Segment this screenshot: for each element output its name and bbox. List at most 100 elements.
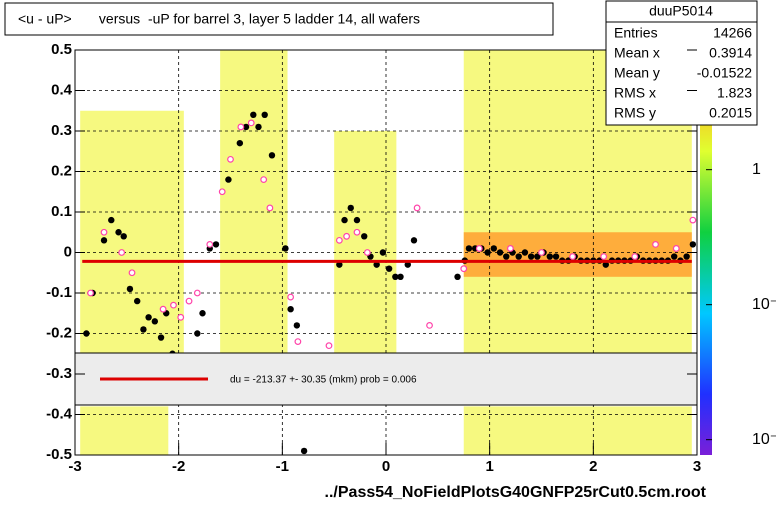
- y-tick-label: -0.3: [46, 365, 72, 382]
- legend-text: du = -213.37 +- 30.35 (mkm) prob = 0.006: [230, 375, 417, 386]
- data-point: [538, 249, 545, 256]
- data-point: [373, 261, 380, 268]
- y-tick-label: 0: [64, 243, 72, 260]
- data-point: [404, 261, 411, 268]
- data-point: [287, 306, 294, 313]
- data-point: [193, 289, 201, 297]
- data-point: [212, 241, 220, 248]
- data-point: [282, 245, 289, 252]
- data-point: [83, 330, 90, 337]
- data-point: [294, 338, 302, 346]
- data-point: [260, 176, 268, 184]
- data-point: [227, 155, 234, 163]
- data-point: [546, 253, 553, 260]
- data-point: [353, 228, 361, 236]
- data-point: [392, 273, 399, 280]
- y-tick-label: -0.4: [46, 405, 73, 422]
- data-point: [363, 249, 371, 256]
- data-point: [140, 326, 147, 333]
- data-point: [250, 111, 257, 119]
- data-point: [341, 216, 348, 224]
- data-point: [460, 265, 468, 273]
- y-tick-label: -0.1: [46, 284, 72, 301]
- data-point: [194, 330, 201, 337]
- data-point: [159, 305, 167, 313]
- y-tick-label: 0.2: [51, 162, 72, 179]
- data-point: [454, 273, 461, 280]
- data-point: [218, 188, 226, 196]
- data-point: [475, 245, 483, 252]
- data-point: [672, 245, 680, 252]
- y-tick-label: 0.5: [51, 41, 72, 58]
- data-point: [199, 310, 206, 317]
- z-tick-label: 1: [752, 161, 761, 178]
- data-point: [670, 253, 678, 260]
- stats-value: 0.2015: [709, 105, 752, 121]
- data-point: [527, 253, 535, 260]
- data-point: [534, 253, 541, 260]
- data-point: [465, 245, 473, 252]
- stats-label: Mean y: [614, 65, 660, 81]
- stats-value: 14266: [713, 25, 752, 41]
- data-point: [157, 334, 165, 341]
- y-tick-label: 0.4: [51, 81, 73, 98]
- x-tick-label: -2: [172, 458, 185, 475]
- chart-title: <u - uP> versus -uP for barrel 3, layer …: [18, 11, 420, 27]
- data-point: [507, 245, 514, 252]
- stats-title: duuP5014: [649, 3, 713, 19]
- data-point: [261, 111, 268, 119]
- data-point: [683, 253, 690, 260]
- data-point: [237, 123, 245, 131]
- x-tick-label: 2: [589, 458, 597, 475]
- data-point: [128, 269, 136, 277]
- data-point: [521, 249, 529, 256]
- data-point: [353, 216, 361, 224]
- data-point: [379, 249, 387, 256]
- heatmap-region: [220, 50, 288, 374]
- data-point: [266, 204, 274, 212]
- stats-value: -0.01522: [697, 65, 752, 81]
- data-point: [426, 322, 433, 329]
- data-point: [225, 176, 232, 183]
- data-point: [569, 253, 576, 260]
- data-point: [503, 253, 510, 260]
- data-point: [336, 261, 343, 268]
- y-tick-label: -0.5: [46, 446, 72, 463]
- y-tick-label: 0.3: [51, 122, 72, 139]
- data-point: [689, 216, 697, 224]
- data-point: [385, 265, 393, 272]
- stats-value: 0.3914: [709, 45, 752, 61]
- heatmap-region: [463, 406, 692, 455]
- data-point: [120, 233, 127, 240]
- data-point: [361, 233, 368, 240]
- data-point: [108, 216, 115, 224]
- data-point: [170, 301, 177, 309]
- data-point: [100, 228, 108, 236]
- plot-area: du = -213.37 +- 30.35 (mkm) prob = 0.006: [74, 49, 698, 456]
- data-point: [177, 313, 185, 321]
- heatmap-region: [80, 110, 184, 374]
- data-point: [206, 240, 214, 248]
- data-point: [255, 123, 262, 131]
- data-point: [242, 123, 250, 131]
- color-palette: [700, 50, 712, 455]
- data-point: [185, 297, 193, 305]
- data-point: [413, 204, 421, 212]
- stats-value: 1.823: [717, 85, 752, 101]
- data-point: [118, 249, 126, 256]
- data-point: [689, 241, 697, 248]
- data-point: [115, 229, 122, 236]
- x-tick-label: 0: [382, 458, 390, 475]
- x-tick-label: 1: [485, 458, 493, 475]
- x-tick-label: 3: [693, 458, 701, 475]
- data-point: [397, 273, 404, 280]
- data-point: [236, 139, 244, 147]
- z-tick-label: 10⁻¹: [752, 296, 776, 313]
- stats-label: Entries: [614, 25, 658, 41]
- title-box: [4, 2, 554, 36]
- data-point: [151, 318, 159, 325]
- data-point: [490, 245, 498, 252]
- stats-label: RMS x: [614, 85, 656, 101]
- data-point: [87, 289, 94, 297]
